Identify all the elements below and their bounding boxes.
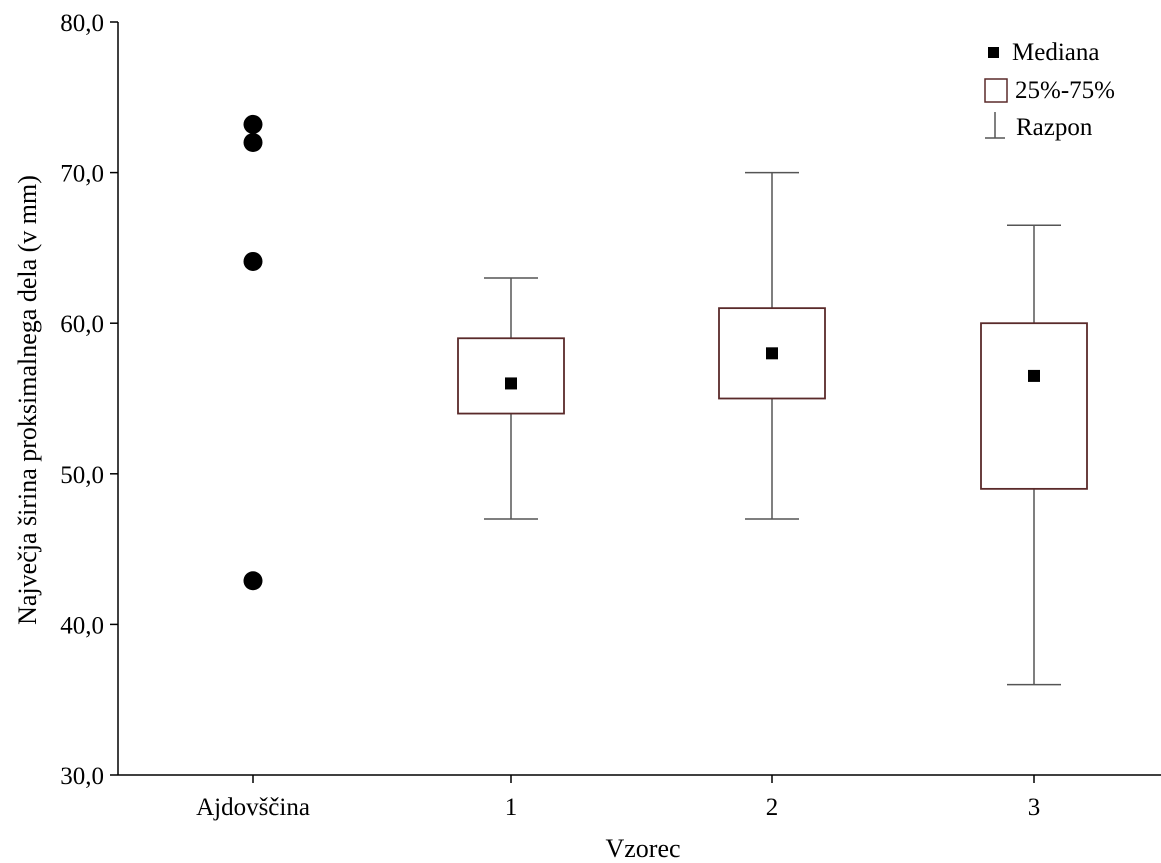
box-plot-3 xyxy=(980,224,1088,686)
y-tick-label: 40,0 xyxy=(60,612,104,639)
x-tick-label: 3 xyxy=(1028,794,1041,821)
data-point xyxy=(243,571,263,591)
box-series xyxy=(457,171,1088,686)
x-axis-title: Vzorec xyxy=(605,834,680,863)
box-plot-2 xyxy=(718,171,826,520)
legend-whisker-symbol xyxy=(985,112,1005,139)
x-tick-label: 1 xyxy=(505,794,518,821)
median-marker xyxy=(505,377,517,390)
iqr-box xyxy=(980,322,1088,490)
point-series xyxy=(243,114,263,591)
legend-median-label: Mediana xyxy=(1012,39,1099,66)
y-tick-label: 70,0 xyxy=(60,161,104,188)
median-marker xyxy=(1028,369,1040,382)
y-axis-title: Največja širina proksimalnega dela (v mm… xyxy=(13,175,42,625)
x-ticks: Ajdovščina 1 2 3 xyxy=(196,775,1040,821)
y-tick-label: 30,0 xyxy=(60,763,104,790)
legend-box-symbol xyxy=(984,78,1008,103)
legend-median-symbol xyxy=(988,47,999,58)
x-tick-label: 2 xyxy=(766,794,779,821)
x-tick-label: Ajdovščina xyxy=(196,794,310,821)
legend-whisker-label: Razpon xyxy=(1016,114,1093,141)
data-point xyxy=(243,251,263,271)
iqr-box xyxy=(457,337,565,415)
box-plot-1 xyxy=(457,277,565,520)
y-ticks: 30,0 40,0 50,0 60,0 70,0 80,0 xyxy=(60,10,118,790)
axes xyxy=(117,22,1161,776)
data-point xyxy=(243,132,263,152)
legend: Mediana 25%-75% Razpon xyxy=(984,39,1115,141)
y-tick-label: 50,0 xyxy=(60,462,104,489)
y-tick-label: 80,0 xyxy=(60,10,104,37)
legend-box-label: 25%-75% xyxy=(1015,77,1115,104)
median-marker xyxy=(766,347,778,360)
y-tick-label: 60,0 xyxy=(60,311,104,338)
data-point xyxy=(243,114,263,134)
